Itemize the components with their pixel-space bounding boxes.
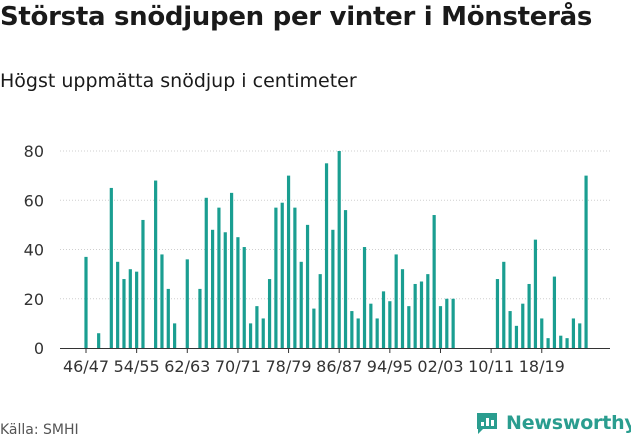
bar — [312, 308, 316, 348]
x-tick-label: 54/55 — [114, 357, 160, 376]
bar — [261, 318, 265, 348]
brand-name: Newsworthy — [506, 412, 631, 434]
bar — [128, 269, 132, 348]
bar — [375, 318, 379, 348]
bar — [166, 288, 170, 348]
bar — [400, 269, 405, 348]
bar — [267, 279, 272, 348]
brand-logo: Newsworthy — [474, 408, 631, 438]
bar — [122, 279, 126, 348]
bar — [293, 207, 297, 348]
bar — [407, 306, 411, 348]
bar — [533, 239, 538, 348]
bar — [248, 323, 253, 348]
bar — [362, 247, 367, 348]
bar — [508, 311, 512, 348]
bar — [242, 247, 246, 348]
bar — [305, 224, 310, 348]
bar — [331, 229, 335, 348]
bar — [109, 187, 113, 348]
bar — [154, 180, 158, 348]
x-tick-label: 18/19 — [519, 357, 565, 376]
bar — [160, 254, 164, 348]
bars — [84, 151, 588, 348]
bar — [394, 254, 398, 348]
bar — [337, 151, 341, 348]
bar — [584, 175, 588, 348]
bar — [502, 261, 506, 348]
bar — [578, 323, 582, 348]
y-tick-label: 0 — [34, 339, 44, 358]
bar — [350, 311, 354, 348]
bar — [97, 333, 101, 348]
bar — [324, 163, 329, 348]
x-tick-label: 78/79 — [266, 357, 312, 376]
bar — [236, 237, 240, 348]
bar — [565, 338, 569, 348]
bar — [280, 202, 284, 348]
bar — [571, 318, 576, 348]
x-tick-label: 94/95 — [367, 357, 413, 376]
bar — [141, 219, 145, 348]
bar — [388, 301, 392, 348]
bar — [318, 274, 322, 348]
bar — [116, 261, 120, 348]
y-tick-label: 20 — [24, 290, 44, 309]
y-tick-label: 80 — [24, 142, 44, 161]
x-tick-label: 62/63 — [164, 357, 210, 376]
bar — [413, 283, 417, 348]
bar — [204, 197, 208, 348]
bar — [217, 207, 221, 348]
bar — [445, 298, 449, 348]
bar — [135, 271, 139, 348]
bar — [426, 274, 430, 348]
x-tick-label: 70/71 — [215, 357, 261, 376]
x-tick-label: 46/47 — [63, 357, 109, 376]
bar — [419, 281, 424, 348]
x-tick-label: 86/87 — [316, 357, 362, 376]
bar — [527, 283, 531, 348]
bar — [381, 291, 386, 348]
y-tick-label: 40 — [24, 241, 44, 260]
source-note: Källa: SMHI — [0, 422, 79, 438]
bar — [559, 335, 563, 348]
x-axis: 46/47 54/55 62/63 70/71 78/79 86/87 94/95 02/03… — [60, 348, 610, 376]
bar — [356, 318, 360, 348]
x-tick-label: 02/03 — [417, 357, 463, 376]
bar — [198, 288, 202, 348]
bar — [343, 210, 348, 348]
bar — [451, 298, 455, 348]
bar — [514, 325, 519, 348]
bar — [495, 279, 500, 348]
bar — [432, 215, 436, 348]
y-axis-ticks: 0 20 40 60 80 — [24, 142, 44, 358]
bar — [438, 306, 443, 348]
y-tick-label: 60 — [24, 191, 44, 210]
bar — [211, 229, 215, 348]
chart-subtitle: Högst uppmätta snödjup i centimeter — [0, 70, 357, 92]
bar — [229, 192, 234, 348]
bar — [521, 303, 525, 348]
bar — [255, 306, 259, 348]
bar — [552, 276, 557, 348]
bar — [369, 303, 373, 348]
bar — [286, 175, 291, 348]
bar — [84, 256, 88, 348]
bar — [299, 261, 303, 348]
newsworthy-logo-icon — [477, 413, 497, 434]
bar — [540, 318, 544, 348]
bar — [223, 232, 227, 348]
bar — [274, 207, 278, 348]
bar — [173, 323, 177, 348]
x-tick-label: 10/11 — [468, 357, 514, 376]
bar — [546, 338, 550, 348]
chart-title: Största snödjupen per vinter i Mönsterås — [0, 2, 593, 32]
bar — [185, 259, 189, 348]
